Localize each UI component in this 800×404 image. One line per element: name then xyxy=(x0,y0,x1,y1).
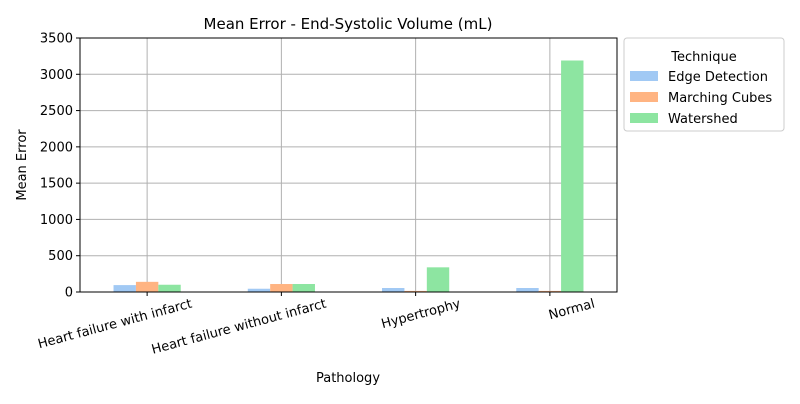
x-tick-label: Normal xyxy=(547,297,596,324)
bars-layer xyxy=(113,60,584,292)
y-tick-label: 500 xyxy=(48,249,73,264)
y-tick-label: 1000 xyxy=(40,213,73,228)
y-tick-label: 2500 xyxy=(40,104,73,119)
bar xyxy=(561,60,584,292)
y-tick-label: 2000 xyxy=(40,140,73,155)
bar xyxy=(135,281,159,292)
legend-swatch xyxy=(630,113,658,123)
legend-label: Marching Cubes xyxy=(668,91,772,106)
legend: Technique Edge Detection Marching Cubes Wa… xyxy=(623,37,785,132)
chart-title: Mean Error - End-Systolic Volume (mL) xyxy=(204,15,493,33)
y-tick-label: 1500 xyxy=(40,177,73,192)
legend-label: Edge Detection xyxy=(668,70,768,85)
y-tick-label: 3500 xyxy=(40,32,73,47)
bar xyxy=(516,288,539,292)
plot-frame xyxy=(79,37,618,293)
bar xyxy=(270,284,293,292)
x-tick-label: Hypertrophy xyxy=(380,296,463,332)
x-axis-label: Pathology xyxy=(316,371,380,386)
y-tick-label: 3000 xyxy=(40,68,73,83)
legend-swatch xyxy=(630,92,658,102)
legend-title: Technique xyxy=(670,50,736,65)
bar xyxy=(292,284,315,292)
bar xyxy=(538,290,562,292)
bar xyxy=(113,285,136,292)
y-tick-label: 0 xyxy=(65,286,73,301)
bar xyxy=(158,284,181,292)
legend-items: Edge Detection Marching Cubes Watershed xyxy=(630,70,772,127)
y-tick-layer: 0 500 1000 1500 2000 2500 3000 3500 xyxy=(40,32,80,301)
legend-swatch xyxy=(630,71,658,81)
bar xyxy=(426,267,450,292)
legend-label: Watershed xyxy=(668,112,738,127)
bar xyxy=(404,290,427,292)
bar xyxy=(382,288,405,292)
grid-layer xyxy=(80,37,617,293)
bar xyxy=(247,288,271,292)
y-axis-label: Mean Error xyxy=(15,129,30,201)
legend-frame xyxy=(623,37,785,132)
